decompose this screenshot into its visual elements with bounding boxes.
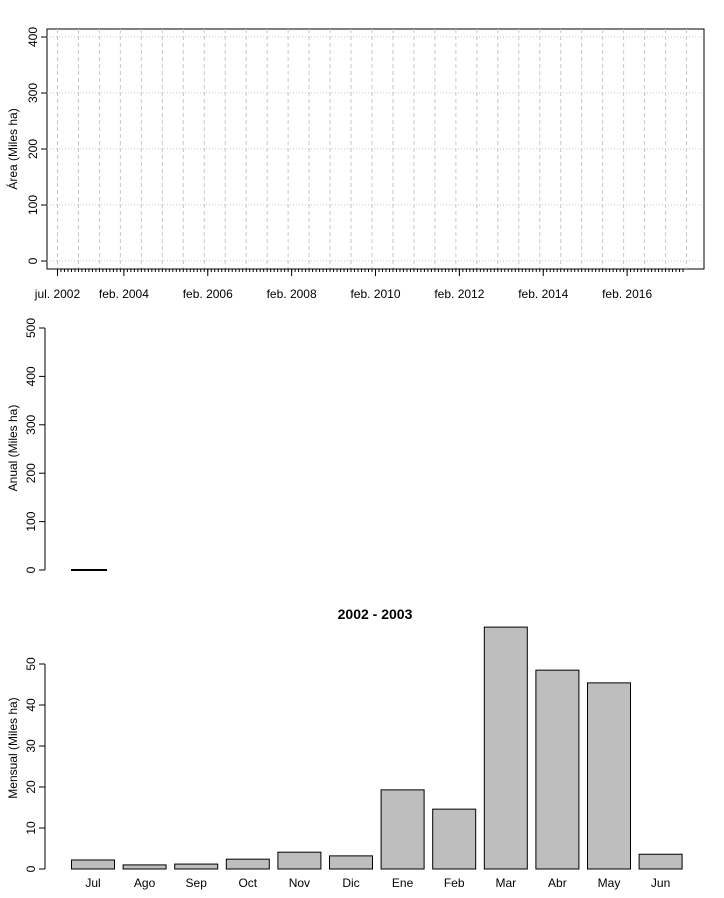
monthly-y-axis-title: Mensual (Miles ha) [6, 697, 20, 798]
monthly-bar [432, 808, 477, 870]
monthly-x-tick-label: Sep [186, 876, 208, 890]
annual-y-tick-label: 300 [24, 414, 38, 434]
monthly-y-tick-label: 10 [24, 821, 38, 835]
monthly-bar [329, 855, 373, 870]
area-x-tick-label: feb. 2004 [99, 287, 149, 301]
monthly-x-tick-label: Abr [548, 876, 567, 890]
area-x-tick-label: feb. 2010 [350, 287, 400, 301]
area-y-tick-label: 100 [26, 195, 40, 215]
area-y-tick-label: 200 [26, 139, 40, 159]
monthly-y-tick-label: 40 [24, 698, 38, 712]
area-x-tick-label: feb. 2008 [267, 287, 317, 301]
area-x-tick-label: feb. 2014 [518, 287, 568, 301]
monthly-x-tick-label: Ago [134, 876, 156, 890]
monthly-bar [483, 626, 528, 870]
area-x-tick-label: feb. 2012 [434, 287, 484, 301]
monthly-bar [225, 858, 270, 870]
monthly-x-tick-label: Mar [495, 876, 516, 890]
area-chart: 0 100 200 300 400 jul. 2002 feb. 2004 feb. 200… [5, 27, 705, 301]
monthly-x-tick-label: Nov [289, 876, 310, 890]
annual-y-axis: 0 100 200 300 400 500 [24, 318, 46, 573]
monthly-bars [71, 626, 683, 870]
area-y-axis: 0 100 200 300 400 [26, 27, 47, 264]
monthly-x-tick-label: May [598, 876, 621, 890]
annual-y-tick-label: 100 [24, 511, 38, 531]
annual-y-tick-label: 200 [24, 463, 38, 483]
monthly-y-axis: 0 10 20 30 40 50 [24, 657, 46, 872]
monthly-chart: 2002 - 2003 0 10 20 30 40 50 Jul Ago Sep Oct Nov D… [6, 606, 683, 890]
monthly-x-tick-label: Ene [392, 876, 414, 890]
area-x-tick-label: feb. 2006 [183, 287, 233, 301]
area-y-tick-label: 400 [26, 27, 40, 47]
monthly-x-tick-label: Jun [651, 876, 670, 890]
area-grid [47, 29, 704, 269]
monthly-x-tick-label: Jul [85, 876, 100, 890]
monthly-x-tick-label: Oct [238, 876, 257, 890]
monthly-y-tick-label: 0 [24, 865, 38, 872]
monthly-bar [638, 853, 683, 870]
area-x-tick-label: jul. 2002 [34, 287, 81, 301]
annual-y-axis-title: Anual (Miles ha) [6, 405, 20, 492]
monthly-chart-title: 2002 - 2003 [338, 606, 413, 622]
monthly-bar [380, 789, 425, 870]
monthly-bar [535, 669, 580, 870]
monthly-bar [587, 682, 631, 870]
monthly-x-tick-label: Dic [342, 876, 359, 890]
monthly-bar [71, 859, 115, 870]
annual-y-tick-label: 400 [24, 366, 38, 386]
monthly-x-tick-label: Feb [444, 876, 465, 890]
monthly-bar [122, 864, 167, 870]
area-y-tick-label: 0 [26, 257, 40, 264]
area-x-axis: jul. 2002 feb. 2004 feb. 2006 feb. 2008 feb.… [34, 268, 684, 301]
area-x-tick-label: feb. 2016 [602, 287, 652, 301]
monthly-y-tick-label: 50 [24, 657, 38, 671]
monthly-y-tick-label: 30 [24, 739, 38, 753]
annual-y-tick-label: 0 [24, 566, 38, 573]
area-y-axis-title: Área (Miles ha) [5, 108, 20, 189]
area-y-tick-label: 300 [26, 83, 40, 103]
annual-y-tick-label: 500 [24, 318, 38, 338]
monthly-x-axis: Jul Ago Sep Oct Nov Dic Ene Feb Mar Abr May Jun [85, 876, 670, 890]
monthly-y-tick-label: 20 [24, 780, 38, 794]
monthly-bar [277, 851, 322, 870]
annual-chart: 0 100 200 300 400 500 Anual (Miles ha) [6, 318, 107, 573]
monthly-bar [174, 863, 219, 870]
